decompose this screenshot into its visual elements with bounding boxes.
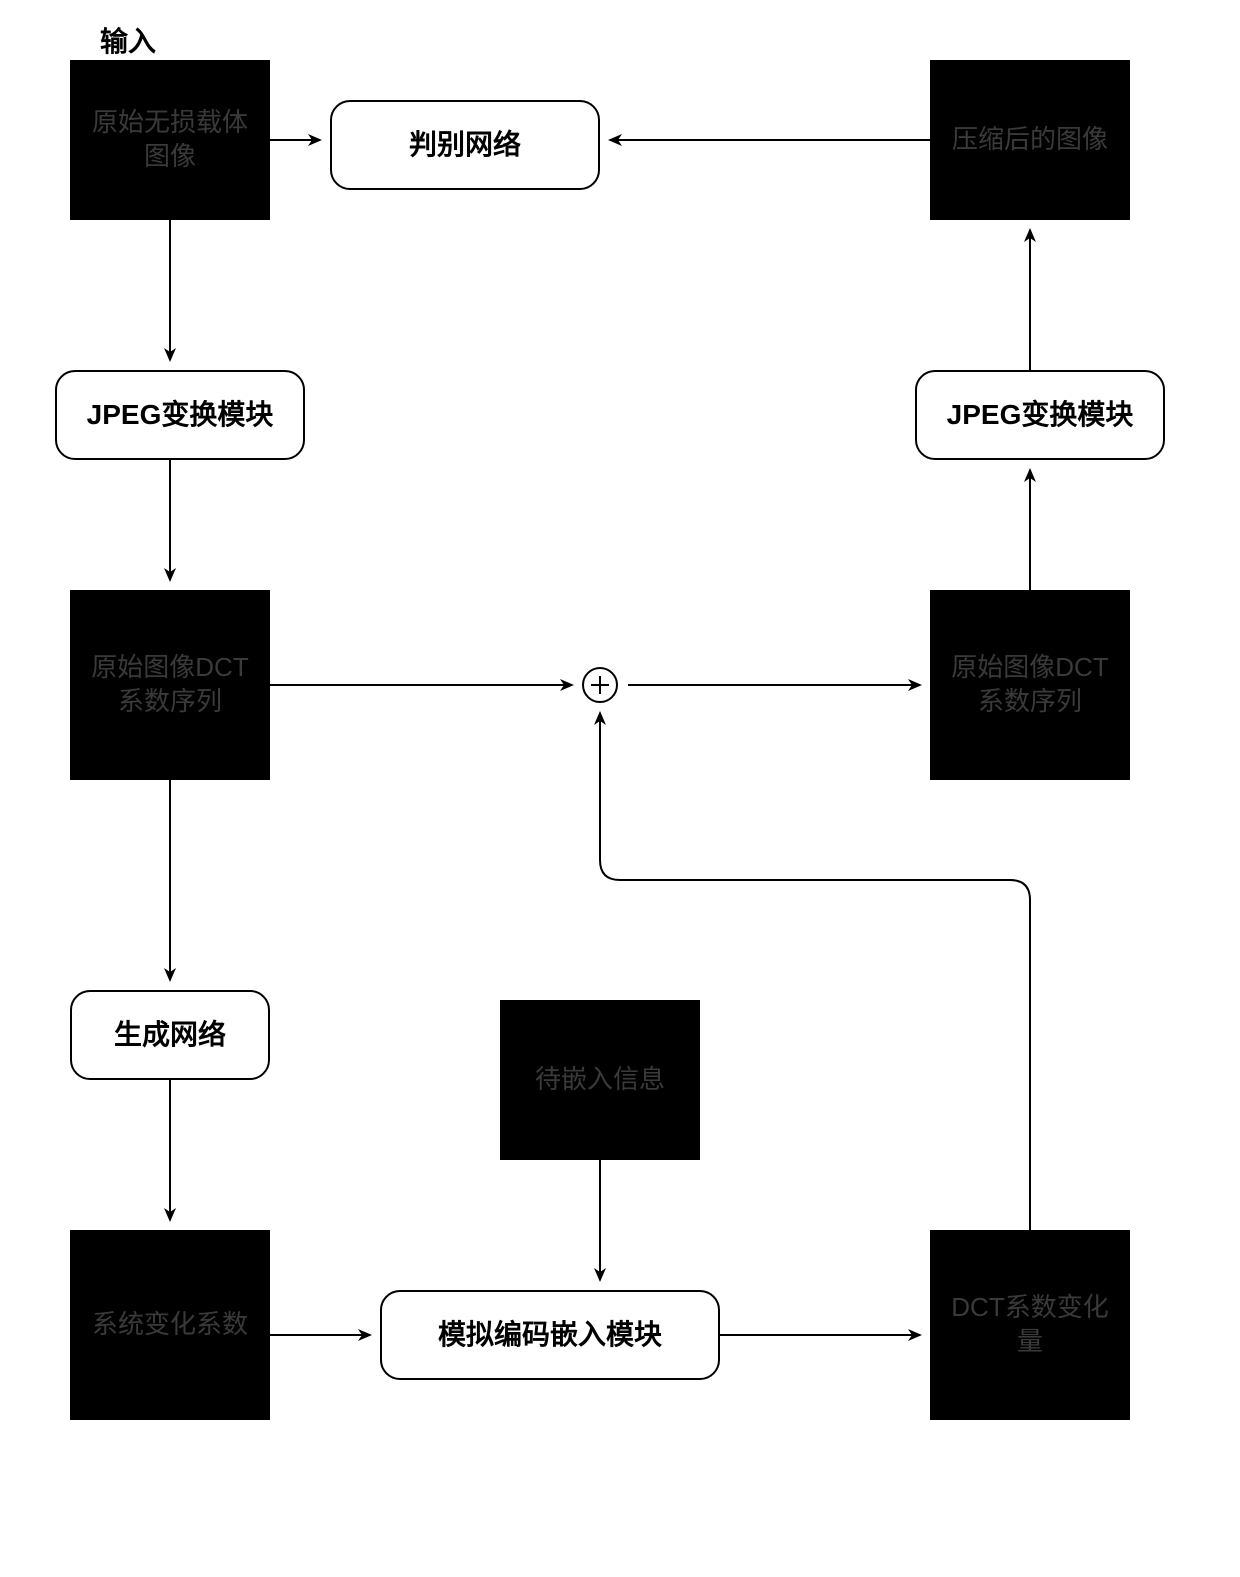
box-generator: 生成网络 bbox=[70, 990, 270, 1080]
input-label: 输入 bbox=[100, 20, 156, 60]
box-g-text: DCT系数变化量 bbox=[940, 1291, 1120, 1359]
box-encode-embed-text: 模拟编码嵌入模块 bbox=[438, 1317, 662, 1353]
box-b-compressed-image: 压缩后的图像 bbox=[930, 60, 1130, 220]
box-g-dct-delta: DCT系数变化量 bbox=[930, 1230, 1130, 1420]
box-f-text: 系统变化系数 bbox=[92, 1308, 248, 1342]
box-jpeg-left-text: JPEG变换模块 bbox=[87, 397, 274, 433]
box-e-embed-info: 待嵌入信息 bbox=[500, 1000, 700, 1160]
box-a-text: 原始无损载体图像 bbox=[80, 106, 260, 174]
box-a-original-image: 原始无损载体图像 bbox=[70, 60, 270, 220]
box-e-text: 待嵌入信息 bbox=[535, 1063, 665, 1097]
box-jpeg-left: JPEG变换模块 bbox=[55, 370, 305, 460]
box-b-text: 压缩后的图像 bbox=[952, 123, 1108, 157]
box-c-text: 原始图像DCT系数序列 bbox=[80, 651, 260, 719]
box-d-dct-modified: 原始图像DCT系数序列 bbox=[930, 590, 1130, 780]
box-f-sys-change: 系统变化系数 bbox=[70, 1230, 270, 1420]
box-discriminator-text: 判别网络 bbox=[409, 127, 521, 163]
box-generator-text: 生成网络 bbox=[114, 1017, 226, 1053]
box-jpeg-right: JPEG变换模块 bbox=[915, 370, 1165, 460]
box-jpeg-right-text: JPEG变换模块 bbox=[947, 397, 1134, 433]
box-d-text: 原始图像DCT系数序列 bbox=[940, 651, 1120, 719]
box-discriminator: 判别网络 bbox=[330, 100, 600, 190]
plus-icon bbox=[582, 667, 618, 703]
box-c-dct-original: 原始图像DCT系数序列 bbox=[70, 590, 270, 780]
box-encode-embed: 模拟编码嵌入模块 bbox=[380, 1290, 720, 1380]
